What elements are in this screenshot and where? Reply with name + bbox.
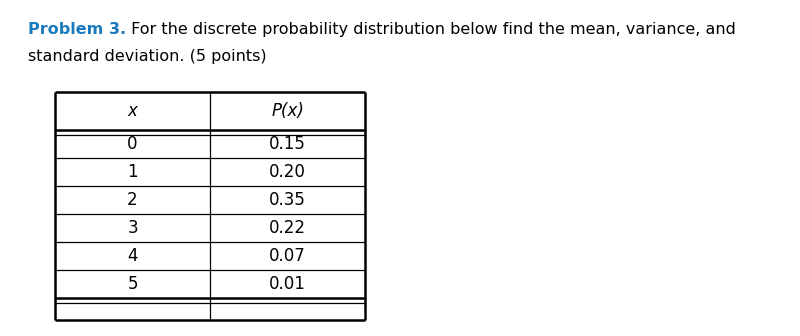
Text: 0.20: 0.20 bbox=[269, 163, 306, 181]
Text: 4: 4 bbox=[127, 247, 138, 265]
Text: For the discrete probability distribution below find the mean, variance, and: For the discrete probability distributio… bbox=[126, 22, 736, 37]
Text: 1: 1 bbox=[127, 163, 138, 181]
Text: 0.07: 0.07 bbox=[269, 247, 306, 265]
Text: 0.22: 0.22 bbox=[269, 219, 306, 237]
Text: standard deviation. (5 points): standard deviation. (5 points) bbox=[28, 48, 266, 64]
Text: 0.01: 0.01 bbox=[269, 275, 306, 293]
Text: 3: 3 bbox=[127, 219, 138, 237]
Text: Problem 3.: Problem 3. bbox=[28, 22, 126, 37]
Text: 2: 2 bbox=[127, 191, 138, 209]
Text: 5: 5 bbox=[127, 275, 138, 293]
Text: P(x): P(x) bbox=[271, 102, 304, 120]
Text: x: x bbox=[127, 102, 138, 120]
Text: 0.15: 0.15 bbox=[269, 135, 306, 153]
Text: 0.35: 0.35 bbox=[269, 191, 306, 209]
Text: 0: 0 bbox=[127, 135, 138, 153]
